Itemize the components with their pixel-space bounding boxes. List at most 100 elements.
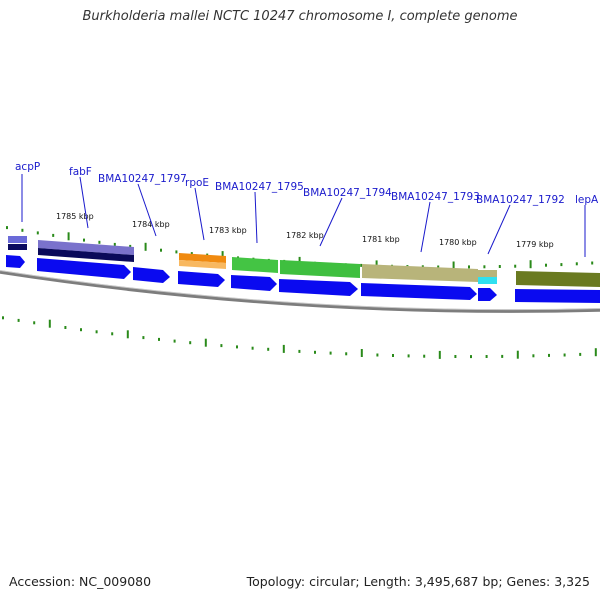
scale-tick (64, 326, 67, 329)
scale-tick (142, 336, 145, 340)
cds-arrow-8[interactable] (478, 288, 497, 301)
gene-label-fabF[interactable]: fabF (69, 166, 92, 178)
scale-tick (360, 349, 363, 357)
scale-tick (52, 233, 55, 237)
gene-label-BMA10247_1795[interactable]: BMA10247_1795 (215, 181, 304, 193)
label-leader-lines (21, 174, 586, 257)
scale-tick (204, 338, 207, 347)
leader-BMA10247_1793 (420, 201, 431, 253)
scale-tick (21, 228, 24, 232)
scale-tick (267, 347, 270, 351)
scale-tick (144, 242, 147, 251)
scale-tick (548, 353, 550, 357)
cds-arrow-3[interactable] (133, 267, 170, 283)
scale-label-1782: 1782 kbp (286, 231, 324, 240)
scale-tick (579, 352, 582, 356)
leader-BMA10247_1795 (254, 191, 258, 244)
scale-tick (423, 354, 426, 358)
scale-tick (83, 238, 85, 242)
scale-tick (48, 319, 51, 328)
leader-fabF (79, 176, 89, 229)
scale-tick (298, 349, 301, 353)
gene-label-BMA10247_1792[interactable]: BMA10247_1792 (476, 194, 565, 206)
feature-fabF-dark (38, 248, 134, 262)
cds-track (6, 255, 600, 303)
cds-arrow-2[interactable] (37, 258, 131, 279)
scale-tick (80, 328, 82, 332)
cds-arrow-1[interactable] (6, 255, 25, 268)
feature-BMA10247_1792[interactable] (478, 270, 497, 277)
leader-BMA10247_1794 (319, 197, 343, 247)
scale-tick (33, 321, 36, 325)
scale-tick (329, 351, 332, 355)
gene-label-BMA10247_1797[interactable]: BMA10247_1797 (98, 173, 187, 185)
gene-label-BMA10247_1793[interactable]: BMA10247_1793 (391, 191, 480, 203)
scale-tick (407, 354, 410, 358)
gene-label-BMA10247_1794[interactable]: BMA10247_1794 (303, 187, 392, 199)
scale-tick (160, 248, 162, 252)
scale-tick (516, 350, 519, 359)
scale-tick (545, 263, 547, 267)
cds-arrow-5[interactable] (231, 275, 277, 291)
cds-arrow-9[interactable] (515, 289, 600, 303)
scale-tick (189, 341, 192, 345)
scale-tick (17, 318, 20, 322)
feature-track (8, 236, 600, 287)
scale-tick (190, 252, 193, 256)
feature-BMA10247_1792-cyan (478, 277, 497, 284)
feature-BMA10247_1793[interactable] (362, 264, 478, 282)
scale-tick (529, 260, 532, 269)
scale-tick (345, 352, 348, 356)
scale-tick (376, 353, 379, 357)
scale-tick (36, 231, 39, 235)
scale-tick (483, 265, 486, 269)
scale-tick (67, 232, 70, 241)
feature-rpoE-light (179, 260, 226, 269)
scale-label-1784: 1784 kbp (132, 220, 170, 229)
leader-BMA10247_1797 (137, 183, 157, 237)
scale-tick (173, 339, 176, 343)
scale-tick (251, 346, 254, 350)
scale-tick (98, 240, 101, 244)
feature-lepA[interactable] (516, 271, 600, 287)
scale-tick (2, 316, 4, 320)
scale-tick (532, 354, 535, 358)
scale-label-1779: 1779 kbp (516, 240, 554, 249)
gene-label-acpP[interactable]: acpP (15, 161, 40, 173)
cds-arrow-7[interactable] (361, 283, 477, 300)
scale-label-1785: 1785 kbp (56, 212, 94, 221)
scale-tick (501, 354, 504, 358)
scale-tick (468, 265, 470, 269)
gene-label-rpoE[interactable]: rpoE (185, 177, 209, 189)
map-title: Burkholderia mallei NCTC 10247 chromosom… (82, 9, 518, 24)
scale-tick (129, 244, 132, 248)
scale-tick (470, 355, 472, 359)
scale-tick (485, 355, 488, 358)
scale-tick (575, 262, 578, 266)
feature-BMA10247_1794[interactable] (280, 260, 360, 278)
scale-tick (314, 350, 316, 354)
scale-tick (126, 330, 129, 339)
feature-BMA10247_1795[interactable] (232, 257, 278, 273)
genome-summary-text: Topology: circular; Length: 3,495,687 bp… (246, 574, 590, 589)
scale-tick (594, 348, 597, 357)
scale-label-1781: 1781 kbp (362, 235, 400, 244)
cds-arrow-6[interactable] (279, 279, 358, 296)
feature-fabF[interactable] (38, 240, 134, 255)
scale-tick (158, 337, 160, 341)
scale-tick (282, 344, 285, 353)
feature-rpoE[interactable] (179, 253, 226, 263)
scale-tick (221, 251, 224, 260)
scale-label-1780: 1780 kbp (439, 238, 477, 247)
scale-label-1783: 1783 kbp (209, 226, 247, 235)
scale-tick (452, 261, 455, 270)
scale-tick (514, 264, 517, 268)
scale-tick (113, 242, 116, 246)
feature-acpP-dark (8, 244, 27, 250)
feature-acpP[interactable] (8, 236, 27, 243)
scale-tick (563, 353, 566, 357)
scale-tick (236, 345, 238, 349)
scale-tick (175, 250, 178, 254)
gene-label-lepA[interactable]: lepA (575, 194, 599, 206)
cds-arrow-4[interactable] (178, 271, 225, 287)
